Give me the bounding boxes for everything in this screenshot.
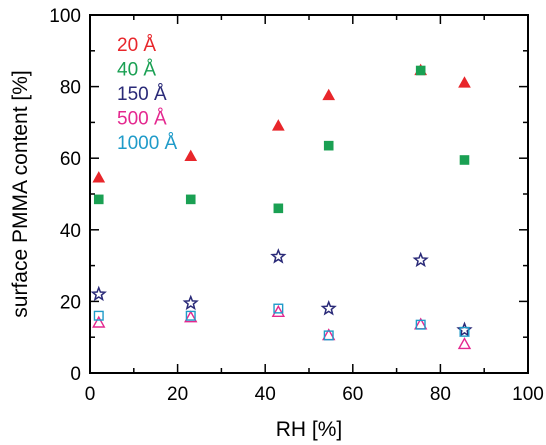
x-tick-label: 80 bbox=[430, 384, 451, 405]
data-point bbox=[459, 326, 470, 337]
data-points bbox=[90, 63, 473, 350]
plot-frame bbox=[89, 14, 529, 374]
data-point bbox=[271, 304, 286, 317]
y-tick-label: 0 bbox=[70, 364, 81, 385]
data-point bbox=[273, 203, 284, 214]
data-point bbox=[184, 149, 198, 162]
data-point bbox=[412, 251, 429, 268]
data-point bbox=[457, 337, 472, 350]
y-tick-label: 40 bbox=[60, 221, 81, 242]
data-point bbox=[182, 294, 199, 311]
data-point bbox=[185, 310, 196, 321]
data-point bbox=[92, 171, 106, 183]
data-point bbox=[323, 330, 334, 341]
legend-entry: 1000 Å bbox=[117, 133, 178, 154]
y-tick-label: 100 bbox=[49, 6, 81, 27]
data-point bbox=[90, 285, 107, 302]
data-point bbox=[458, 76, 471, 88]
series-2 bbox=[90, 248, 473, 337]
data-point bbox=[271, 119, 285, 131]
data-point bbox=[92, 315, 106, 328]
legend-entry: 500 Å bbox=[117, 109, 167, 130]
legend-entry: 20 Å bbox=[117, 35, 156, 56]
data-point bbox=[459, 155, 470, 165]
x-tick-label: 60 bbox=[342, 384, 363, 405]
series-4 bbox=[93, 303, 470, 341]
data-point bbox=[322, 88, 336, 101]
data-point bbox=[93, 194, 104, 205]
y-axis-label: surface PMMA content [%] bbox=[9, 70, 32, 317]
data-point bbox=[185, 194, 196, 205]
series-1 bbox=[93, 65, 470, 214]
x-tick-label: 20 bbox=[167, 384, 188, 405]
x-axis-label: RH [%] bbox=[276, 418, 343, 441]
legend-entry: 150 Å bbox=[117, 84, 167, 105]
data-point bbox=[415, 65, 426, 76]
x-tick-label: 40 bbox=[255, 384, 276, 405]
data-point bbox=[270, 248, 287, 264]
tick-labels: 0 20 40 60 80 100 0 20 40 60 80 100 bbox=[49, 6, 544, 405]
data-point bbox=[273, 303, 284, 314]
data-point bbox=[93, 310, 104, 321]
legend: 20 Å 40 Å 150 Å 500 Å 1000 Å bbox=[117, 35, 178, 154]
y-tick-label: 60 bbox=[60, 149, 81, 170]
y-tick-label: 20 bbox=[60, 292, 81, 313]
data-point bbox=[323, 140, 334, 151]
data-point bbox=[415, 319, 426, 330]
data-point bbox=[184, 310, 198, 323]
y-tick-label: 80 bbox=[60, 78, 81, 99]
data-point bbox=[320, 299, 337, 316]
x-tick-label: 100 bbox=[512, 384, 544, 405]
x-tick-label: 0 bbox=[85, 384, 96, 405]
legend-entry: 40 Å bbox=[117, 60, 156, 81]
